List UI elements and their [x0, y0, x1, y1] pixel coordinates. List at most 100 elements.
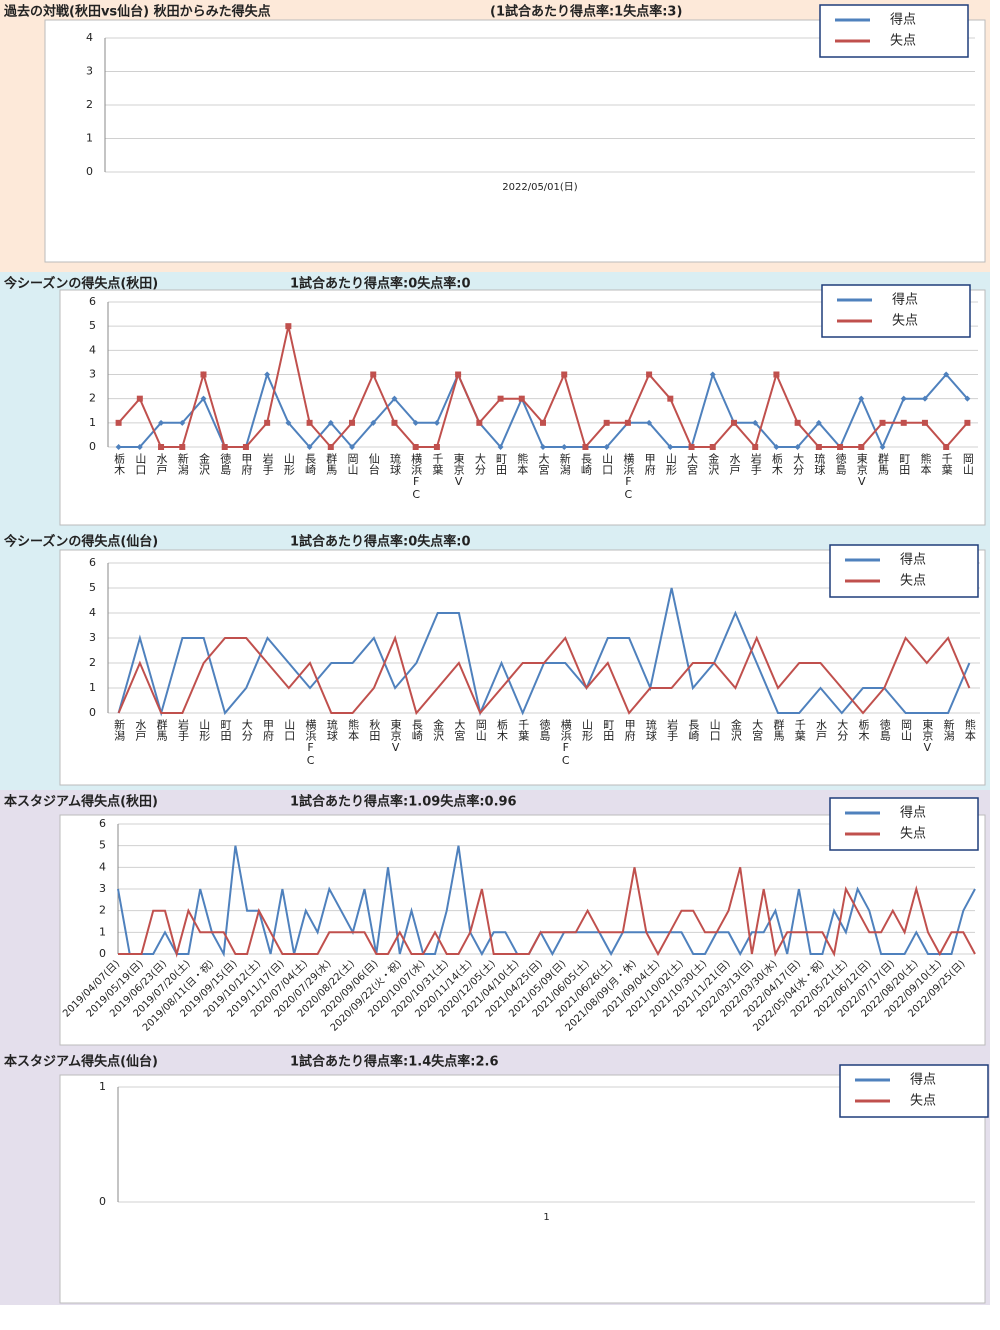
marker — [943, 371, 950, 378]
y-tick-label: 3 — [89, 631, 96, 644]
x-tick-label: 大分 — [836, 718, 849, 741]
x-tick-label: 熊本 — [963, 718, 976, 742]
x-tick-label: 仙台 — [367, 453, 380, 475]
x-tick-label: 栃木 — [770, 452, 783, 476]
marker — [264, 371, 271, 378]
marker — [964, 419, 971, 426]
x-tick-label: 栃木 — [495, 718, 508, 742]
x-tick-label: 横浜FC — [622, 452, 635, 501]
y-tick-label: 2 — [89, 392, 96, 405]
legend-label: 失点 — [900, 827, 926, 842]
x-tick-label: 徳島 — [878, 719, 891, 742]
marker — [285, 323, 292, 330]
x-tick-label: 群馬 — [877, 452, 890, 476]
marker — [433, 419, 440, 426]
chart-title: 本スタジアム得失点(秋田) — [4, 794, 158, 810]
x-tick-label: 山形 — [664, 453, 677, 476]
legend-label: 失点 — [900, 574, 926, 589]
x-tick-label: 山形 — [282, 453, 295, 476]
chart-subtitle: 1試合あたり得点率:1.4失点率:2.6 — [290, 1054, 499, 1070]
y-tick-label: 1 — [89, 681, 96, 694]
marker — [943, 444, 950, 450]
marker — [327, 444, 334, 450]
x-tick-label: 千葉 — [431, 453, 444, 475]
y-tick-label: 2 — [86, 98, 93, 111]
x-tick-label: 東京V — [921, 719, 934, 754]
y-tick-label: 5 — [89, 581, 96, 594]
x-tick-label: 甲府 — [262, 719, 275, 742]
x-tick-label: 岩手 — [666, 718, 679, 742]
x-tick-label: 大宮 — [751, 718, 764, 742]
x-tick-label: 岩手 — [176, 718, 189, 742]
y-tick-label: 6 — [89, 295, 96, 308]
y-tick-label: 5 — [99, 839, 106, 852]
chart-title: 過去の対戦(秋田vs仙台) 秋田からみた得失点 — [3, 4, 271, 20]
marker — [242, 444, 249, 450]
marker — [794, 444, 801, 450]
y-tick-label: 6 — [99, 817, 106, 830]
marker — [540, 419, 546, 426]
x-tick-label: 千葉 — [940, 453, 953, 475]
x-tick-label: 水戸 — [134, 719, 147, 742]
marker — [752, 419, 759, 426]
legend-label: 得点 — [910, 1072, 936, 1088]
x-tick-label: 町田 — [219, 719, 232, 741]
marker — [115, 419, 122, 426]
marker — [540, 444, 546, 450]
marker — [773, 371, 780, 378]
x-tick-label: 町田 — [495, 453, 508, 475]
marker — [858, 444, 865, 450]
marker — [837, 444, 844, 450]
x-tick-label: 横浜FC — [410, 452, 423, 501]
x-tick-label: 群馬 — [155, 718, 168, 742]
x-tick-label: 2022/05/01(日) — [502, 182, 578, 193]
x-tick-label: 琉球 — [813, 452, 826, 475]
y-tick-label: 0 — [99, 947, 106, 960]
marker — [497, 444, 504, 450]
legend-label: 得点 — [890, 12, 916, 28]
legend-label: 失点 — [910, 1094, 936, 1109]
x-tick-label: 群馬 — [325, 452, 338, 476]
y-tick-label: 3 — [99, 882, 106, 895]
y-tick-label: 3 — [86, 65, 93, 78]
marker — [136, 395, 143, 402]
y-tick-label: 4 — [86, 31, 93, 44]
marker — [412, 444, 419, 450]
series-line — [117, 634, 971, 716]
chart-title: 今シーズンの得失点(秋田) — [3, 276, 158, 292]
marker — [921, 419, 928, 426]
y-tick-label: 1 — [99, 1080, 106, 1093]
x-tick-label: 徳島 — [219, 453, 232, 476]
marker — [179, 444, 186, 450]
marker — [391, 395, 398, 402]
x-tick-label: 金沢 — [729, 718, 742, 742]
x-tick-label: 長崎 — [687, 719, 700, 741]
marker — [476, 419, 483, 426]
y-tick-label: 1 — [89, 416, 96, 429]
chart-subtitle: 1試合あたり得点率:0失点率:0 — [290, 276, 471, 292]
marker — [879, 444, 886, 450]
x-tick-label: 徳島 — [538, 719, 551, 742]
marker — [582, 444, 589, 450]
y-tick-label: 2 — [89, 656, 96, 669]
marker — [433, 444, 440, 450]
legend-label: 失点 — [890, 34, 916, 49]
x-tick-label: 町田 — [602, 719, 615, 741]
marker — [646, 419, 653, 426]
x-tick-label: 金沢 — [432, 718, 445, 742]
x-tick-label: 山口 — [708, 719, 721, 741]
legend — [829, 797, 979, 851]
marker — [518, 395, 525, 402]
marker — [200, 371, 207, 378]
x-tick-label: 横浜FC — [559, 718, 572, 767]
x-tick-label: 熊本 — [919, 452, 932, 476]
chart-subtitle: 1試合あたり得点率:0失点率:0 — [290, 534, 471, 550]
x-tick-label: 横浜FC — [304, 718, 317, 767]
legend-label: 失点 — [892, 314, 918, 329]
marker — [879, 419, 886, 426]
marker — [688, 444, 695, 450]
x-tick-label: 水戸 — [155, 453, 168, 476]
y-tick-label: 1 — [86, 132, 93, 145]
x-tick-label: 町田 — [898, 453, 911, 475]
marker — [667, 444, 674, 450]
